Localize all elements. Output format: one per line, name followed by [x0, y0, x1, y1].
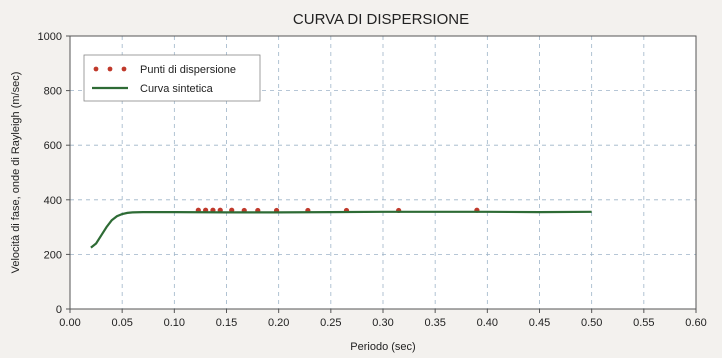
y-tick-label: 400 [44, 195, 62, 207]
x-tick-label: 0.45 [529, 317, 550, 329]
legend-point-swatch [93, 66, 99, 72]
legend-items: Punti di dispersione Curva sintetica [92, 64, 236, 95]
y-tick-label: 0 [56, 304, 62, 316]
axis-ticks: 0.00 0.05 0.10 0.15 0.20 0.25 0.30 0.35 0.40 0.45… [38, 31, 707, 329]
x-tick-label: 0.50 [581, 317, 602, 329]
x-tick-label: 0.10 [164, 317, 185, 329]
y-tick-label: 1000 [38, 31, 62, 43]
x-tick-label: 0.00 [59, 317, 80, 329]
x-tick-label: 0.25 [320, 317, 341, 329]
y-tick-label: 200 [44, 249, 62, 261]
series-layer [90, 207, 592, 249]
chart-title: CURVA DI DISPERSIONE [293, 11, 469, 28]
y-tick-label: 600 [44, 140, 62, 152]
y-axis-title: Velocità di fase, onde di Rayleigh (m/se… [10, 72, 22, 274]
legend-point-swatch [121, 66, 127, 72]
y-tick-label: 800 [44, 86, 62, 98]
x-tick-label: 0.30 [372, 317, 393, 329]
x-tick-label: 0.40 [477, 317, 498, 329]
synthetic-curve-line [90, 210, 592, 249]
legend-box [83, 54, 261, 102]
legend-point-swatch [107, 66, 113, 72]
legend-label: Punti di dispersione [140, 64, 236, 76]
x-tick-label: 0.55 [633, 317, 654, 329]
x-axis-title: Periodo (sec) [350, 341, 415, 353]
x-tick-label: 0.35 [424, 317, 445, 329]
legend: Punti di dispersione Curva sintetica [83, 54, 261, 102]
x-tick-label: 0.15 [216, 317, 237, 329]
x-tick-label: 0.60 [685, 317, 706, 329]
legend-label: Curva sintetica [140, 83, 214, 95]
x-tick-label: 0.20 [268, 317, 289, 329]
x-tick-label: 0.05 [111, 317, 132, 329]
